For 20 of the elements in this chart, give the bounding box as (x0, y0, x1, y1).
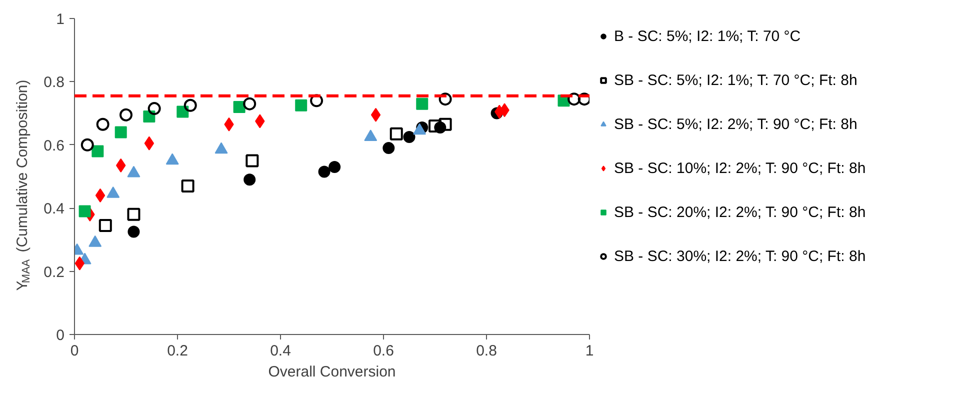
y-tick-label: 0.8 (44, 74, 65, 92)
y-tick-label: 1 (56, 11, 64, 28)
x-tick-label: 0.8 (476, 342, 497, 360)
y-tick-label: 0.6 (44, 137, 65, 154)
legend-label: SB - SC: 5%; I2: 2%; T: 90 °C; Ft: 8h (614, 116, 858, 132)
legend-label: SB - SC: 10%; I2: 2%; T: 90 °C; Ft: 8h (614, 160, 866, 176)
legend-label: SB - SC: 5%; I2: 1%; T: 70 °C; Ft: 8h (614, 72, 858, 88)
legend-label: SB - SC: 30%; I2: 2%; T: 90 °C; Ft: 8h (614, 248, 866, 264)
x-tick-label: 1 (585, 342, 594, 360)
x-tick-label: 0.6 (373, 342, 394, 360)
legend-label: SB - SC: 20%; I2: 2%; T: 90 °C; Ft: 8h (614, 204, 866, 220)
y-tick-label: 0.4 (44, 200, 65, 218)
x-tick-label: 0 (70, 342, 79, 360)
y-tick-label: 0 (56, 327, 64, 344)
y-tick-label: 0.2 (44, 264, 65, 281)
x-tick-label: 0.4 (270, 342, 291, 360)
x-axis-title: Overall Conversion (268, 364, 396, 380)
y-axis-title: YMAA (Cumulative Composition) (14, 80, 32, 291)
legend-label: B - SC: 5%; I2: 1%; T: 70 °C (614, 28, 801, 44)
x-tick-label: 0.2 (167, 342, 188, 360)
